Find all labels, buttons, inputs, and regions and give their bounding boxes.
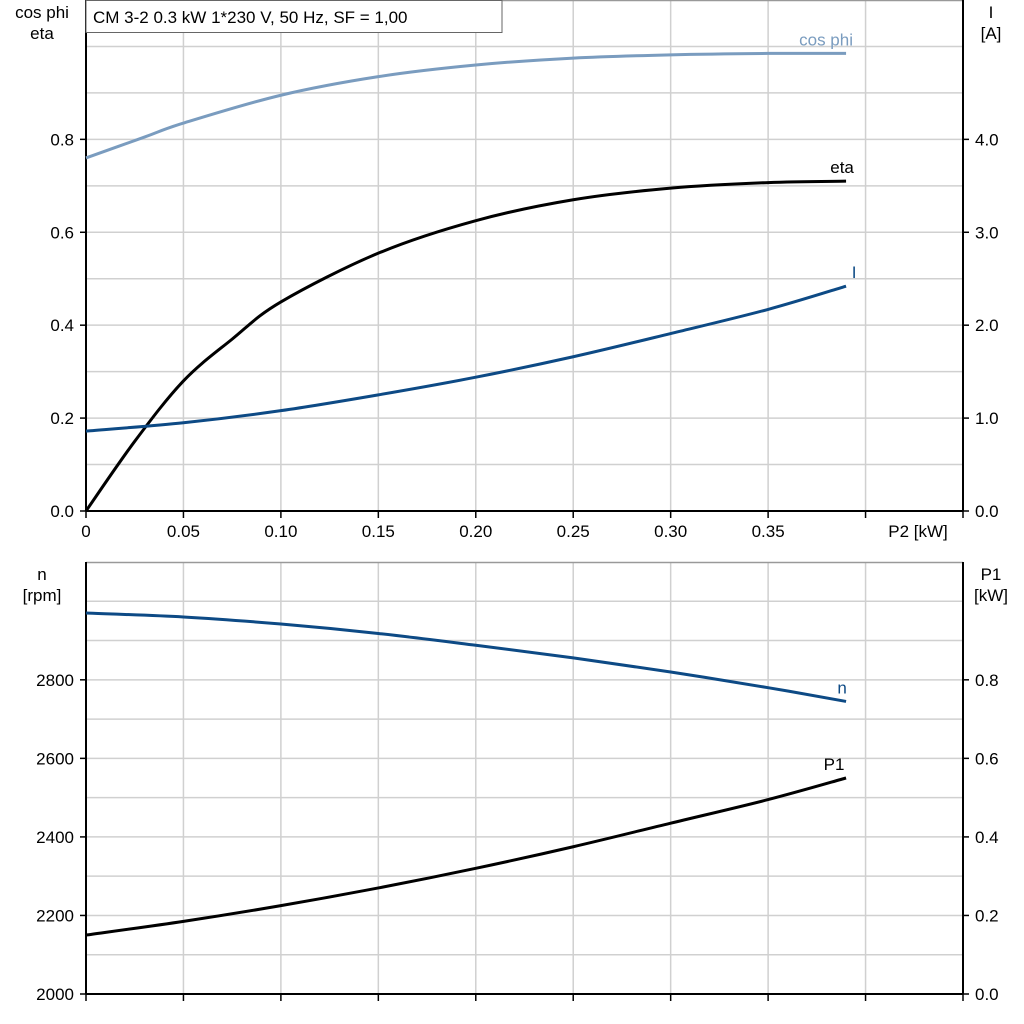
x-tick-label: 0.30 [654, 522, 687, 541]
series-line-P1 [85, 776, 847, 937]
series-line-cos-phi [85, 51, 847, 160]
y-tick-label-left: 0.6 [50, 223, 74, 242]
y-tick-label-right: 3.0 [975, 223, 999, 242]
y-tick-label-left: 2200 [36, 906, 74, 925]
y-tick-label-left: 0.4 [50, 316, 74, 335]
y-axis-label-right: I [989, 3, 994, 22]
x-tick-label: 0.10 [264, 522, 297, 541]
y-axis-label-right: P1 [981, 565, 1002, 584]
y-tick-label-right: 0.8 [975, 671, 999, 690]
y-tick-label-right: 1.0 [975, 409, 999, 428]
chart-title: CM 3-2 0.3 kW 1*230 V, 50 Hz, SF = 1,00 [93, 8, 408, 27]
y-tick-label-left: 2800 [36, 671, 74, 690]
y-tick-label-left: 0.2 [50, 409, 74, 428]
x-tick-label: 0 [81, 522, 90, 541]
series-label: I [852, 263, 857, 282]
x-axis-label: P2 [kW] [888, 522, 948, 541]
y-tick-label-right: 0.0 [975, 985, 999, 1004]
y-tick-label-left: 0.8 [50, 130, 74, 149]
y-tick-label-right: 4.0 [975, 130, 999, 149]
series-line-eta [84, 179, 847, 512]
series-label: n [837, 678, 846, 697]
series-line-I [85, 284, 847, 433]
y-tick-label-right: 0.0 [975, 502, 999, 521]
x-tick-label: 0.35 [752, 522, 785, 541]
y-axis-label-left: eta [30, 24, 54, 43]
y-axis-label-left: n [37, 565, 46, 584]
y-axis-label-left: cos phi [15, 3, 69, 22]
series-label: eta [830, 158, 854, 177]
x-tick-label: 0.05 [167, 522, 200, 541]
series-line-n [85, 611, 847, 703]
y-tick-label-left: 2000 [36, 985, 74, 1004]
x-tick-label: 0.15 [362, 522, 395, 541]
y-tick-label-right: 2.0 [975, 316, 999, 335]
y-axis-label-right: [kW] [974, 586, 1008, 605]
y-tick-label-right: 0.6 [975, 749, 999, 768]
series-label: P1 [824, 755, 845, 774]
series-label: cos phi [799, 30, 853, 49]
y-axis-label-right: [A] [981, 24, 1002, 43]
x-tick-label: 0.20 [459, 522, 492, 541]
title-box [85, 0, 503, 33]
y-tick-label-right: 0.4 [975, 828, 999, 847]
y-tick-label-left: 2400 [36, 828, 74, 847]
y-axis-label-left: [rpm] [23, 586, 62, 605]
y-tick-label-left: 0.0 [50, 502, 74, 521]
x-tick-label: 0.25 [557, 522, 590, 541]
y-tick-label-right: 0.2 [975, 906, 999, 925]
y-tick-label-left: 2600 [36, 749, 74, 768]
